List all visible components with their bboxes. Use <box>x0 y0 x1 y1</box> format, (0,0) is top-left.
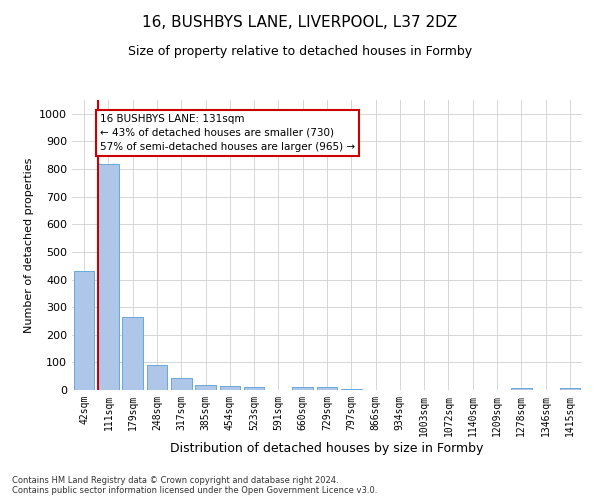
Bar <box>560 388 580 390</box>
Y-axis label: Number of detached properties: Number of detached properties <box>23 158 34 332</box>
Bar <box>292 387 313 390</box>
Bar <box>195 385 216 390</box>
Bar <box>171 378 191 390</box>
Text: Size of property relative to detached houses in Formby: Size of property relative to detached ho… <box>128 45 472 58</box>
Bar <box>146 365 167 390</box>
Bar <box>122 317 143 390</box>
Bar <box>220 386 240 390</box>
Text: 16, BUSHBYS LANE, LIVERPOOL, L37 2DZ: 16, BUSHBYS LANE, LIVERPOOL, L37 2DZ <box>142 15 458 30</box>
Bar <box>244 387 265 390</box>
Bar <box>317 387 337 390</box>
Bar <box>74 271 94 390</box>
X-axis label: Distribution of detached houses by size in Formby: Distribution of detached houses by size … <box>170 442 484 454</box>
Bar <box>98 164 119 390</box>
Text: 16 BUSHBYS LANE: 131sqm
← 43% of detached houses are smaller (730)
57% of semi-d: 16 BUSHBYS LANE: 131sqm ← 43% of detache… <box>100 114 355 152</box>
Bar <box>341 388 362 390</box>
Text: Contains HM Land Registry data © Crown copyright and database right 2024.
Contai: Contains HM Land Registry data © Crown c… <box>12 476 377 495</box>
Bar <box>511 388 532 390</box>
